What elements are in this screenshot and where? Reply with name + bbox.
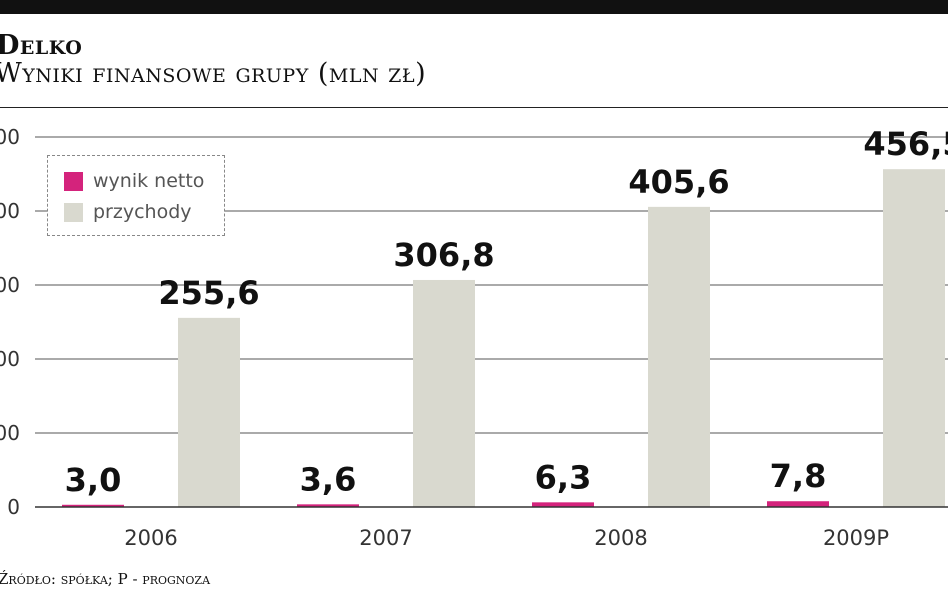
bar-przychody-2008 (648, 206, 710, 507)
chart-title: Wyniki finansowe grupy (mln zł) (0, 58, 427, 89)
bar-przychody-2009P (883, 169, 945, 507)
chart-company-name: Delko (0, 30, 83, 61)
header-divider (0, 107, 948, 108)
legend-swatch-przychody (64, 202, 83, 222)
legend-swatch-wynik-netto (64, 171, 83, 191)
bar-przychody-2006 (178, 317, 240, 507)
legend-label-przychody: przychody (93, 201, 192, 223)
y-tick-label-200: 200 (0, 347, 20, 371)
y-tick-label-100: 100 (0, 421, 20, 445)
bar-przychody-2007 (413, 279, 475, 507)
y-tick-label-500: 500 (0, 125, 20, 149)
value-label-przychody-2009P: 456,5 (863, 125, 948, 163)
top-bar (0, 0, 948, 14)
legend-item-wynik-netto: wynik netto (64, 168, 204, 194)
legend-label-wynik-netto: wynik netto (93, 170, 205, 192)
y-tick-label-300: 300 (0, 273, 20, 297)
x-tick-label-2008: 2008 (594, 526, 647, 550)
source-note: Źródło: spółka; P - prognoza (0, 570, 211, 588)
y-tick-label-400: 400 (0, 199, 20, 223)
x-tick-label-2006: 2006 (124, 526, 177, 550)
legend-item-przychody: przychody (64, 199, 192, 225)
y-tick-label-0: 0 (7, 495, 20, 519)
value-label-przychody-2008: 405,6 (628, 163, 729, 201)
x-tick-label-2009P: 2009P (823, 526, 889, 550)
bar-wynik-netto-2006 (62, 504, 124, 507)
value-label-wynik-netto-2007: 3,6 (300, 460, 357, 498)
value-label-przychody-2006: 255,6 (158, 274, 259, 312)
value-label-przychody-2007: 306,8 (393, 236, 494, 274)
chart-legend: wynik netto przychody (47, 155, 225, 236)
bar-wynik-netto-2009P (767, 501, 829, 507)
x-tick-label-2007: 2007 (359, 526, 412, 550)
value-label-wynik-netto-2008: 6,3 (535, 458, 592, 496)
value-label-wynik-netto-2009P: 7,8 (770, 457, 827, 495)
bar-wynik-netto-2007 (297, 504, 359, 507)
bar-wynik-netto-2008 (532, 502, 594, 507)
value-label-wynik-netto-2006: 3,0 (65, 461, 122, 499)
